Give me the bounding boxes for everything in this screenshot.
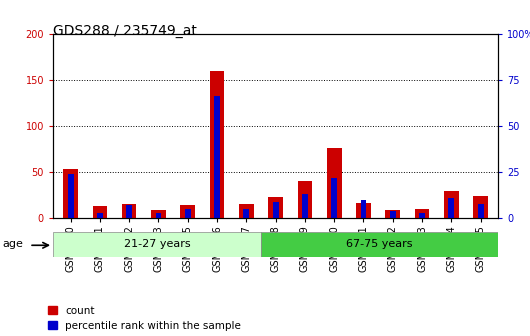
Text: GDS288 / 235749_at: GDS288 / 235749_at — [53, 24, 197, 38]
Bar — [243, 209, 249, 218]
Bar — [210, 71, 224, 218]
Bar — [360, 200, 366, 218]
Bar — [185, 209, 191, 218]
Bar — [97, 213, 103, 218]
Legend: count, percentile rank within the sample: count, percentile rank within the sample — [48, 305, 241, 331]
Text: 21-27 years: 21-27 years — [123, 240, 190, 249]
Bar — [180, 205, 195, 218]
Bar — [473, 196, 488, 218]
Bar — [331, 178, 337, 218]
Bar — [68, 174, 74, 218]
Bar — [302, 194, 308, 218]
Bar — [419, 213, 425, 218]
Text: 67-75 years: 67-75 years — [346, 240, 413, 249]
Bar — [448, 198, 454, 218]
Bar — [356, 203, 371, 218]
Bar — [390, 211, 396, 218]
Bar — [297, 180, 312, 218]
Bar — [239, 204, 254, 218]
Bar — [63, 169, 78, 218]
Bar — [151, 210, 166, 218]
Text: age: age — [3, 239, 23, 249]
Bar — [385, 210, 400, 218]
Bar — [126, 206, 132, 218]
Bar — [93, 206, 107, 218]
Bar — [214, 96, 220, 218]
Bar — [122, 204, 137, 218]
Bar — [155, 213, 161, 218]
Bar — [327, 148, 341, 218]
Bar — [414, 209, 429, 218]
Bar — [261, 232, 498, 257]
Bar — [444, 191, 458, 218]
Bar — [272, 202, 279, 218]
Bar — [53, 232, 261, 257]
Bar — [478, 204, 483, 218]
Bar — [268, 197, 283, 218]
